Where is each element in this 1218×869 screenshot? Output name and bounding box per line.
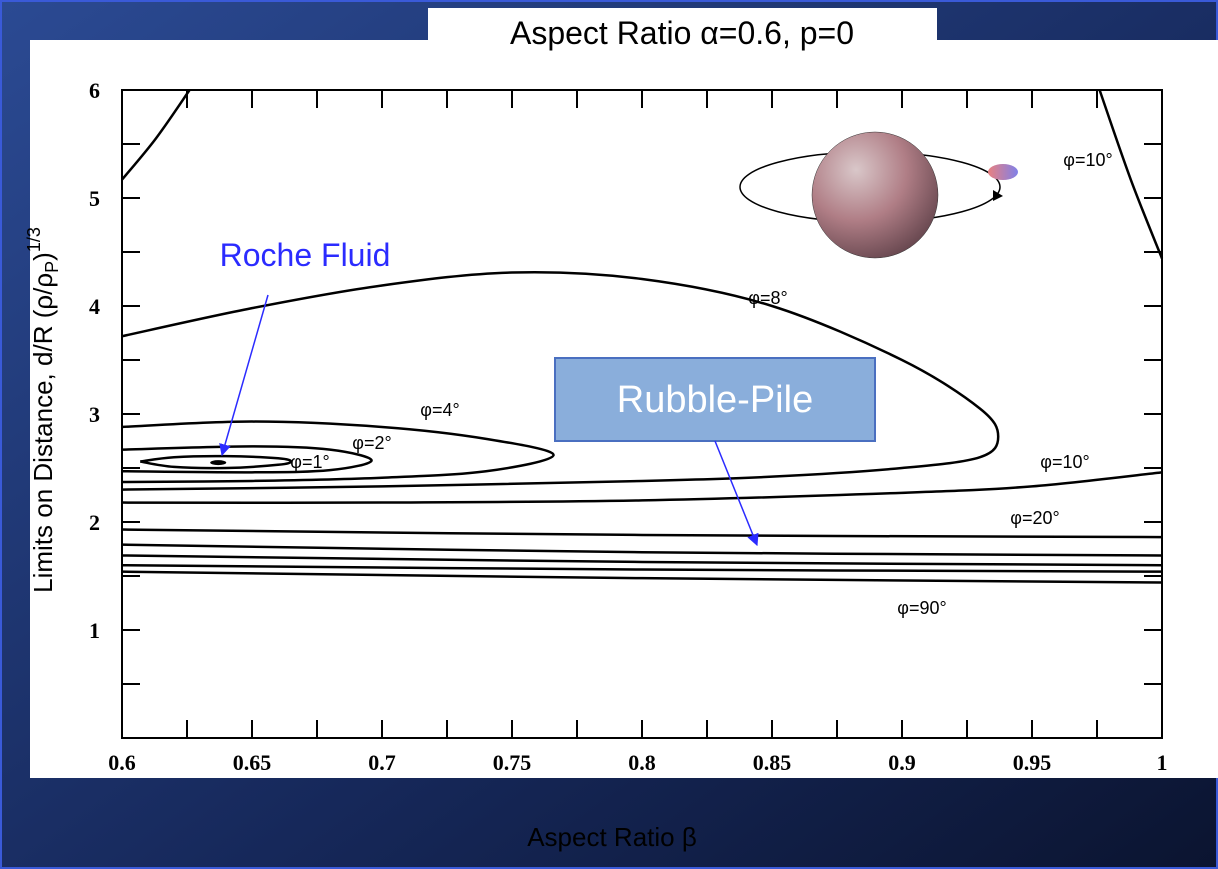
x-tick-label: 0.7 — [368, 750, 396, 775]
contour-label: φ=10° — [1040, 452, 1089, 472]
contour-label: φ=4° — [420, 400, 459, 420]
x-tick-label: 0.95 — [1013, 750, 1052, 775]
y-tick-label: 4 — [89, 294, 100, 319]
contour-label: φ=8° — [748, 288, 787, 308]
satellite — [988, 164, 1018, 180]
y-label-after: ) — [28, 252, 58, 261]
y-label-text: Limits on Distance, d/R (ρ/ρ — [28, 273, 58, 593]
x-tick-label: 0.65 — [233, 750, 272, 775]
slide: Aspect Ratio α=0.6, p=0 Aspect Ratio β L… — [0, 0, 1218, 869]
y-tick-label: 3 — [89, 402, 100, 427]
annotation: Roche Fluid — [220, 237, 391, 273]
y-tick-label: 2 — [89, 510, 100, 535]
y-label-sub: P — [42, 261, 62, 273]
x-tick-label: 0.9 — [888, 750, 916, 775]
x-tick-label: 0.8 — [628, 750, 656, 775]
contour-label: φ=2° — [352, 433, 391, 453]
planet — [812, 132, 938, 258]
chart-title: Aspect Ratio α=0.6, p=0 — [510, 15, 854, 51]
y-tick-label: 5 — [89, 186, 100, 211]
contour-label: φ=20° — [1010, 508, 1059, 528]
y-label-sup: 1/3 — [24, 227, 44, 252]
contour-label: φ=1° — [290, 452, 329, 472]
dot — [210, 460, 226, 465]
y-tick-label: 1 — [89, 618, 100, 643]
y-tick-label: 6 — [89, 78, 100, 103]
x-tick-label: 1 — [1157, 750, 1168, 775]
y-axis-label: Limits on Distance, d/R (ρ/ρP)1/3 — [24, 227, 62, 593]
x-axis-label: Aspect Ratio β — [527, 822, 697, 852]
x-tick-label: 0.85 — [753, 750, 792, 775]
contour-label: φ=10° — [1063, 150, 1112, 170]
x-tick-label: 0.6 — [108, 750, 136, 775]
x-tick-label: 0.75 — [493, 750, 532, 775]
annotation: Rubble-Pile — [617, 379, 813, 421]
page: Aspect Ratio α=0.6, p=0 Aspect Ratio β L… — [0, 0, 1218, 869]
contour-label: φ=90° — [897, 598, 946, 618]
